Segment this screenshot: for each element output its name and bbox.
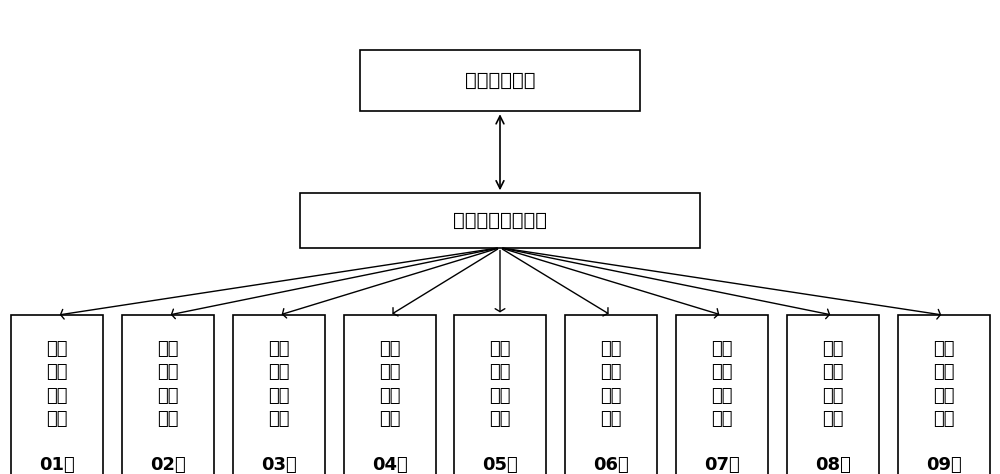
Text: 桥臂
分段
控制
单元: 桥臂 分段 控制 单元 — [489, 339, 511, 428]
Text: 环流控制单元: 环流控制单元 — [465, 71, 535, 90]
Text: 07号: 07号 — [704, 456, 740, 474]
Bar — [360, 50, 640, 111]
Bar — [233, 315, 325, 474]
Text: 桥臂
分段
控制
单元: 桥臂 分段 控制 单元 — [600, 339, 622, 428]
Text: 桥臂
分段
控制
单元: 桥臂 分段 控制 单元 — [711, 339, 733, 428]
Text: 04号: 04号 — [372, 456, 408, 474]
Text: 桥臂
分段
控制
单元: 桥臂 分段 控制 单元 — [822, 339, 844, 428]
Text: 桥臂
分段
控制
单元: 桥臂 分段 控制 单元 — [933, 339, 955, 428]
Bar — [11, 315, 103, 474]
Text: 桥臂
分段
控制
单元: 桥臂 分段 控制 单元 — [268, 339, 290, 428]
Text: 桥臂汇总控制单元: 桥臂汇总控制单元 — [453, 211, 547, 230]
Bar — [565, 315, 657, 474]
Text: 桥臂
分段
控制
单元: 桥臂 分段 控制 单元 — [46, 339, 68, 428]
Text: 08号: 08号 — [815, 456, 851, 474]
Text: 桥臂
分段
控制
单元: 桥臂 分段 控制 单元 — [157, 339, 179, 428]
Bar — [122, 315, 214, 474]
Bar — [300, 193, 700, 247]
Text: 02号: 02号 — [150, 456, 186, 474]
Bar — [676, 315, 768, 474]
Bar — [898, 315, 990, 474]
Bar — [787, 315, 879, 474]
Text: 09号: 09号 — [926, 456, 962, 474]
Bar — [454, 315, 546, 474]
Bar — [344, 315, 436, 474]
Text: 桥臂
分段
控制
单元: 桥臂 分段 控制 单元 — [379, 339, 401, 428]
Text: 05号: 05号 — [482, 456, 518, 474]
Text: 06号: 06号 — [593, 456, 629, 474]
Text: 01号: 01号 — [39, 456, 75, 474]
Text: 03号: 03号 — [261, 456, 297, 474]
